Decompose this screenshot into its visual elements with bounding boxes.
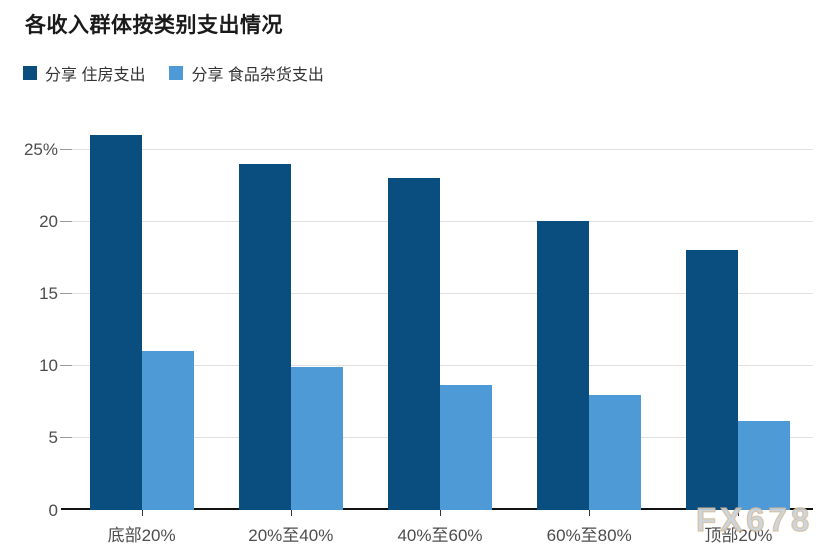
x-axis-tick-3	[589, 510, 591, 516]
bar-grocery-1	[290, 367, 343, 510]
y-axis-tick-5	[60, 437, 72, 439]
legend: 分享 住房支出 分享 食品杂货支出	[23, 61, 324, 85]
x-axis-label-1: 20%至40%	[248, 526, 334, 545]
bar-housing-2	[388, 178, 440, 510]
bar-housing-3	[537, 221, 590, 510]
y-axis-label-5: 5	[48, 428, 58, 448]
y-axis-tick-15	[60, 293, 72, 295]
x-axis-label-4: 顶部20%	[704, 526, 773, 545]
y-axis-tick-25	[60, 148, 72, 150]
x-axis-label-2: 40%至60%	[397, 526, 483, 545]
legend-item-grocery[interactable]: 分享 食品杂货支出	[169, 61, 324, 85]
legend-swatch-icon	[23, 66, 37, 80]
bar-grocery-0	[141, 351, 194, 510]
y-axis-label-10: 10	[39, 356, 58, 376]
bar-grocery-2	[440, 384, 492, 510]
y-axis-label-25: 25%	[23, 139, 58, 159]
legend-item-housing[interactable]: 分享 住房支出	[23, 61, 145, 85]
x-axis-tick-0	[141, 510, 143, 516]
y-axis-tick-10	[60, 365, 72, 367]
x-axis-tick-2	[440, 510, 441, 516]
gridline-10	[67, 365, 813, 367]
x-axis-tick-1	[290, 510, 292, 516]
bar-grocery-4	[738, 420, 791, 510]
y-axis-tick-20	[60, 220, 72, 222]
watermark-fx678: FX678	[695, 500, 814, 538]
legend-label: 分享 食品杂货支出	[191, 67, 324, 84]
x-axis-label-3: 60%至80%	[546, 526, 632, 545]
gridline-15	[67, 293, 813, 295]
bar-housing-1	[238, 163, 291, 510]
bar-housing-4	[686, 250, 739, 510]
y-axis-label-20: 20	[39, 211, 58, 231]
bar-housing-0	[89, 134, 142, 510]
x-axis-tick-4	[738, 510, 740, 516]
bar-grocery-3	[589, 394, 642, 510]
legend-swatch-icon	[169, 66, 184, 80]
x-axis-label-0: 底部20%	[107, 526, 176, 545]
y-axis-label-0: 0	[48, 500, 58, 520]
chart-title: 各收入群体按类别支出情况	[25, 14, 283, 37]
gridline-20	[67, 220, 813, 222]
y-axis-label-15: 15	[39, 284, 58, 304]
gridline-25	[67, 148, 813, 150]
legend-label: 分享 住房支出	[45, 67, 146, 84]
plot-area	[67, 128, 813, 510]
